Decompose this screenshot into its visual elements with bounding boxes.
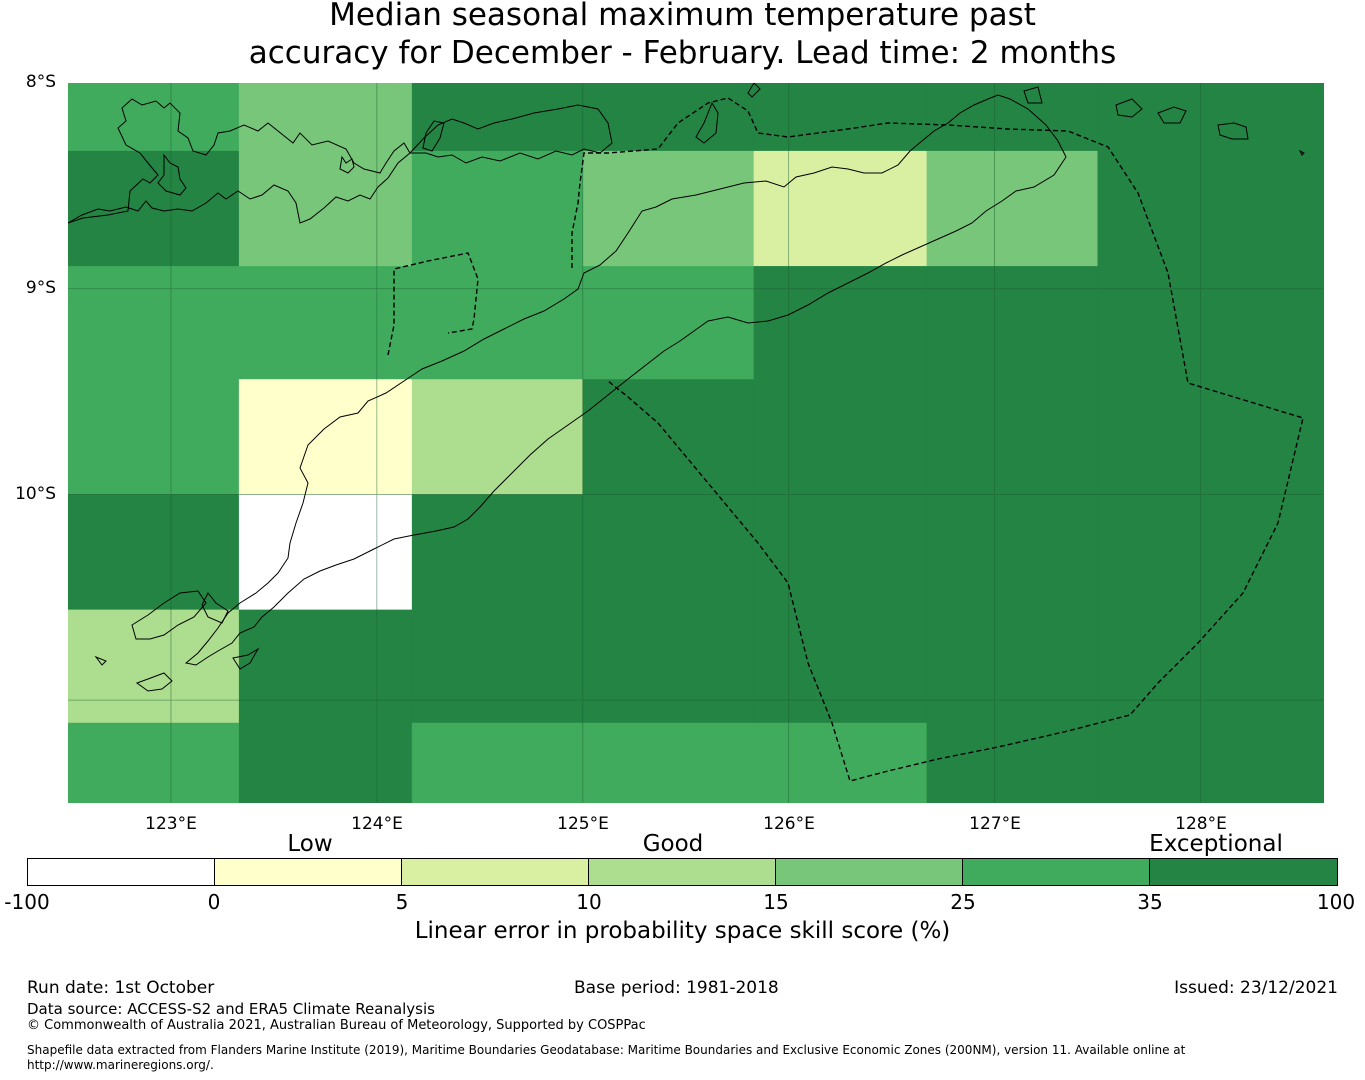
coastline-romang (1023, 86, 1043, 104)
skill-cell-11 (238, 494, 413, 611)
lon-label-124e: 124°E (351, 814, 403, 834)
skill-cell-20 (582, 266, 755, 380)
skill-cell-18 (582, 83, 755, 152)
skill-cell-28 (926, 150, 1099, 267)
coastline-small-island-1 (157, 153, 187, 196)
colorbar-tick-0: 0 (207, 890, 221, 914)
coastline-alor (422, 120, 445, 152)
shapefile-credit-line-2: http://www.marineregions.org/. (27, 1058, 214, 1072)
skill-cell-21 (582, 379, 755, 724)
colorbar (27, 858, 1338, 886)
skill-cell-7 (68, 722, 240, 803)
coastline-timor (184, 94, 1067, 666)
colorbar-bin-3 (402, 859, 589, 885)
colorbar-bin-1 (28, 859, 215, 885)
colorbar-tick-100: 100 (1316, 890, 1356, 914)
coastline-moa (1157, 106, 1187, 124)
maritime-boundary-timor-leste-north (571, 97, 1304, 782)
colorbar-tick-10: 10 (576, 890, 602, 914)
lon-label-126e: 126°E (763, 814, 815, 834)
colorbar-bin-6 (963, 859, 1150, 885)
colorbar-bin-4 (589, 859, 776, 885)
coastline-leti (1115, 98, 1143, 118)
colorbar-tick-15: 15 (763, 890, 789, 914)
coastline-wetar (408, 104, 613, 164)
lat-label-8s: 8°S (25, 72, 56, 92)
skill-cell-14 (411, 150, 584, 380)
map-title-line-1: Median seasonal maximum temperature past (329, 0, 1036, 33)
skill-map (68, 83, 1324, 803)
skill-cell-22 (582, 722, 755, 803)
lon-label-127e: 127°E (969, 814, 1021, 834)
skill-cell-1 (68, 83, 240, 152)
skill-cell-24 (753, 150, 928, 267)
skill-cell-8 (238, 83, 413, 267)
skill-cell-16 (411, 494, 584, 724)
lon-label-128e: 128°E (1175, 814, 1227, 834)
skill-cell-3 (68, 266, 240, 380)
coastline-small-island-2 (339, 155, 355, 174)
copyright: © Commonwealth of Australia 2021, Austra… (27, 1018, 646, 1033)
skill-cell-29 (926, 266, 1099, 803)
coastline-flores (68, 98, 411, 224)
skill-cell-26 (753, 722, 928, 803)
data-source: Data source: ACCESS-S2 and ERA5 Climate … (27, 1000, 435, 1018)
skill-cell-5 (68, 494, 240, 611)
colorbar-category-low: Low (287, 831, 333, 857)
colorbar-bin-2 (215, 859, 402, 885)
lon-label-123e: 123°E (145, 814, 197, 834)
skill-cell-9 (238, 266, 413, 380)
colorbar-category-good: Good (642, 831, 704, 857)
skill-cell-17 (411, 722, 584, 803)
skill-cell-27 (926, 83, 1099, 152)
colorbar-bin-5 (776, 859, 963, 885)
skill-cell-10 (238, 379, 413, 495)
lat-label-9s: 9°S (25, 278, 56, 298)
skill-cell-6 (68, 609, 240, 724)
coastline-sermata (1217, 122, 1249, 140)
run-date: Run date: 1st October (27, 978, 215, 998)
colorbar-label: Linear error in probability space skill … (414, 918, 951, 944)
coastline-sawu (135, 672, 173, 692)
coastline-rote (232, 647, 260, 670)
map-title-line-2: accuracy for December - February. Lead t… (248, 35, 1117, 71)
colorbar-tick-5: 5 (395, 890, 409, 914)
skill-cell-13 (411, 83, 584, 152)
skill-cell-12 (238, 609, 413, 803)
base-period: Base period: 1981-2018 (574, 978, 779, 998)
colorbar-tick-25: 25 (950, 890, 976, 914)
colorbar-tick-35: 35 (1137, 890, 1163, 914)
colorbar-tick-minus100: -100 (4, 890, 50, 914)
colorbar-bin-7 (1150, 859, 1337, 885)
colorbar-category-exceptional: Exceptional (1149, 831, 1283, 857)
skill-cell-4 (68, 379, 240, 495)
skill-cell-30 (1097, 83, 1324, 803)
maritime-boundary-oecusse (387, 252, 479, 356)
skill-cell-15 (411, 379, 584, 495)
lon-label-125e: 125°E (557, 814, 609, 834)
coastline-atauro (695, 101, 719, 144)
coastline-sumba (131, 590, 207, 640)
shapefile-credit-line-1: Shapefile data extracted from Flanders M… (27, 1043, 1186, 1057)
coastline-luang (1298, 149, 1305, 156)
lat-label-10s: 10°S (15, 484, 56, 504)
skill-cell-23 (753, 83, 928, 152)
skill-cell-19 (582, 150, 755, 267)
issued-date: Issued: 23/12/2021 (1174, 978, 1338, 998)
coastline-kisar (747, 83, 761, 98)
coastline-small-west (94, 655, 107, 666)
coastline-semau (201, 592, 229, 624)
